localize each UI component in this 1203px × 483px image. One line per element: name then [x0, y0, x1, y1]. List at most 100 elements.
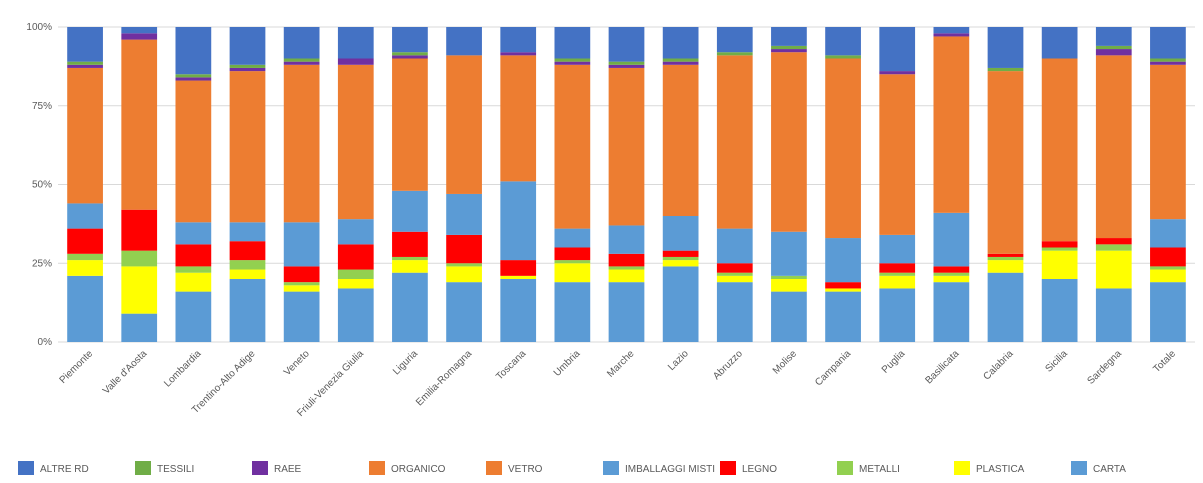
bar-segment	[229, 71, 266, 223]
legend-item: ALTRE RD	[18, 461, 89, 475]
legend-swatch	[18, 461, 34, 475]
bar-segment	[554, 61, 591, 65]
bar-segment	[121, 39, 158, 210]
legend-swatch	[135, 461, 151, 475]
bar-segment	[392, 190, 428, 232]
bar-segment	[1095, 45, 1132, 50]
bar-segment	[716, 27, 753, 53]
bar-segment	[554, 260, 591, 264]
bar-segment	[121, 27, 158, 34]
bar-segment	[554, 282, 591, 342]
x-category-label: Sardegna	[1085, 348, 1124, 387]
legend-item: PLASTICA	[954, 461, 1025, 475]
bar-segment	[67, 228, 103, 254]
bar-segment	[879, 272, 916, 276]
bar-segment	[1150, 64, 1186, 220]
bar-stack	[121, 27, 158, 342]
bar-stack	[771, 27, 807, 342]
bar-segment	[500, 181, 537, 261]
bar-segment	[1041, 241, 1078, 248]
bar-segment	[283, 222, 320, 267]
x-category-label: Calabria	[982, 348, 1016, 382]
bar-segment	[1150, 27, 1186, 59]
bar-segment	[554, 263, 591, 283]
bar-segment	[1095, 244, 1132, 251]
bar-segment	[933, 272, 970, 276]
x-category-label: Lombardia	[162, 348, 203, 389]
legend-item: CARTA	[1071, 461, 1126, 475]
bar-segment	[608, 269, 645, 283]
y-tick-label: 100%	[26, 22, 52, 33]
bar-segment	[662, 27, 699, 59]
legend-item: IMBALLAGGI MISTI	[603, 461, 715, 475]
bar-segment	[825, 291, 861, 342]
bar-segment	[175, 244, 212, 267]
bar-segment	[987, 272, 1024, 342]
bar-segment	[771, 291, 807, 342]
legend-swatch	[954, 461, 970, 475]
bar-segment	[175, 27, 212, 75]
bar-segment	[987, 253, 1024, 257]
bar-stack	[392, 27, 428, 342]
bar-segment	[500, 275, 537, 279]
bar-segment	[67, 27, 103, 62]
bar-segment	[825, 58, 861, 239]
bar-segment	[500, 27, 537, 53]
bar-segment	[771, 49, 807, 53]
bar-segment	[825, 55, 861, 59]
bar-segment	[608, 253, 645, 267]
bar-segment	[608, 27, 645, 62]
bar-segment	[229, 64, 266, 68]
legend-label: PLASTICA	[976, 464, 1025, 475]
bar-segment	[67, 203, 103, 229]
bar-stack	[283, 27, 320, 342]
bar-segment	[879, 275, 916, 289]
legend-label: LEGNO	[742, 464, 777, 475]
legend-label: ALTRE RD	[40, 464, 89, 475]
bar-segment	[1095, 49, 1132, 56]
legend-swatch	[720, 461, 736, 475]
y-tick-label: 50%	[32, 180, 52, 191]
bar-segment	[608, 61, 645, 65]
bar-segment	[392, 272, 428, 342]
bar-segment	[716, 228, 753, 264]
bar-segment	[879, 74, 916, 235]
bar-segment	[500, 260, 537, 276]
x-category-label: Valle d'Aosta	[101, 348, 150, 397]
legend-item: METALLI	[837, 461, 900, 475]
bar-segment	[446, 55, 482, 194]
bar-segment	[446, 27, 482, 56]
bar-segment	[283, 291, 320, 342]
bar-segment	[933, 33, 970, 37]
bar-segment	[337, 27, 374, 59]
bar-segment	[933, 27, 970, 34]
bar-segment	[175, 80, 212, 223]
bar-segment	[229, 27, 266, 65]
bar-stack	[554, 27, 591, 342]
legend-label: IMBALLAGGI MISTI	[625, 464, 715, 475]
bar-segment	[662, 216, 699, 251]
bar-segment	[933, 282, 970, 342]
bar-segment	[121, 33, 158, 40]
bar-segment	[229, 67, 266, 72]
bar-segment	[879, 71, 916, 75]
bar-segment	[933, 36, 970, 213]
bar-segment	[283, 61, 320, 65]
bar-segment	[879, 234, 916, 264]
bar-segment	[446, 193, 482, 235]
bar-stack	[337, 27, 374, 342]
bar-stack	[662, 27, 699, 342]
bar-segment	[337, 279, 374, 289]
legend-label: TESSILI	[157, 464, 194, 475]
legend-label: RAEE	[274, 464, 302, 475]
bar-segment	[554, 247, 591, 261]
bar-stack	[1095, 27, 1132, 342]
bar-segment	[879, 27, 916, 72]
bar-segment	[987, 67, 1024, 72]
bar-segment	[1095, 238, 1132, 245]
bar-stack	[229, 27, 266, 342]
bar-segment	[229, 241, 266, 261]
bar-stack	[175, 27, 212, 342]
legend-swatch	[837, 461, 853, 475]
